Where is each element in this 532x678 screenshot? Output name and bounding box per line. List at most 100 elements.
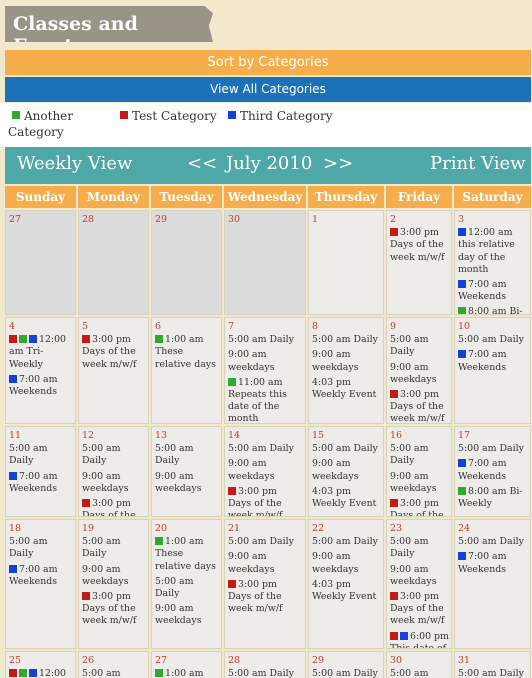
day-cell[interactable]: 27 — [5, 210, 76, 315]
day-cell[interactable]: 17 5:00 am Daily 7:00 am Weekends 8:00 am B… — [454, 426, 531, 517]
event-item[interactable]: 9:00 am weekdays — [82, 564, 146, 588]
day-cell[interactable]: 20 1:00 am These relative days 5:00 am Dai… — [151, 519, 222, 649]
event-item[interactable]: 3:00 pm Days of the week m/w/f — [390, 498, 449, 516]
event-item[interactable]: 5:00 am Daily — [312, 536, 381, 548]
legend-item-another-category[interactable]: Another — [12, 109, 73, 123]
print-view-link[interactable]: Print View — [430, 153, 526, 174]
day-number[interactable]: 29 — [155, 214, 168, 225]
event-item[interactable]: 7:00 am Weekends — [9, 564, 73, 588]
event-item[interactable]: 6:00 pm This date of the year — [390, 631, 449, 648]
day-number[interactable]: 13 — [155, 430, 168, 441]
event-item[interactable]: 5:00 am Daily — [312, 668, 381, 678]
day-number[interactable]: 22 — [312, 523, 325, 534]
event-item[interactable]: 9:00 am weekdays — [228, 349, 303, 373]
day-number[interactable]: 15 — [312, 430, 325, 441]
event-item[interactable]: 5:00 am Daily — [228, 536, 303, 548]
event-item[interactable]: 3:00 pm Days of the week m/w/f — [390, 591, 449, 628]
event-item[interactable]: 5:00 am Daily — [390, 668, 449, 678]
event-item[interactable]: 1:00 am These relative days — [155, 334, 219, 371]
event-item[interactable]: 5:00 am Daily — [390, 334, 449, 358]
event-item[interactable]: 7:00 am Weekends — [458, 458, 528, 482]
event-item[interactable]: 5:00 am Daily — [458, 443, 528, 455]
event-item[interactable]: 9:00 am weekdays — [312, 349, 381, 373]
day-number[interactable]: 8 — [312, 321, 319, 332]
day-number[interactable]: 12 — [82, 430, 95, 441]
day-number[interactable]: 28 — [228, 655, 241, 666]
day-number[interactable]: 30 — [390, 655, 403, 666]
day-cell[interactable]: 2 3:00 pm Days of the week m/w/f — [386, 210, 452, 315]
day-cell[interactable]: 21 5:00 am Daily 9:00 am weekdays 3:00 pm D… — [224, 519, 306, 649]
sort-by-categories-button[interactable]: Sort by Categories — [5, 50, 531, 75]
day-cell[interactable]: 13 5:00 am Daily 9:00 am weekdays — [151, 426, 222, 517]
day-cell[interactable]: 6 1:00 am These relative days — [151, 317, 222, 424]
event-item[interactable]: 11:00 am Repeats this date of the month — [228, 377, 303, 423]
event-item[interactable]: 7:00 am Weekends — [458, 349, 528, 373]
day-cell[interactable]: 31 5:00 am Daily — [454, 651, 531, 678]
day-cell[interactable]: 27 1:00 am These — [151, 651, 222, 678]
day-cell[interactable]: 15 5:00 am Daily 9:00 am weekdays 4:03 pm W… — [308, 426, 384, 517]
day-cell[interactable]: 3 12:00 am this relative day of the month… — [454, 210, 531, 315]
day-number[interactable]: 29 — [312, 655, 325, 666]
event-item[interactable]: 7:00 am Weekends — [458, 279, 528, 303]
day-number[interactable]: 18 — [9, 523, 22, 534]
event-item[interactable]: 9:00 am weekdays — [82, 471, 146, 495]
event-item[interactable]: 7:00 am Weekends — [9, 374, 73, 398]
day-cell[interactable]: 28 5:00 am Daily — [224, 651, 306, 678]
day-cell[interactable]: 14 5:00 am Daily 9:00 am weekdays 3:00 pm D… — [224, 426, 306, 517]
event-item[interactable]: 5:00 am Daily — [228, 443, 303, 455]
event-item[interactable]: 3:00 pm Days of the week m/w/f — [390, 389, 449, 423]
event-item[interactable]: 7:00 am Weekends — [458, 551, 528, 575]
day-number[interactable]: 17 — [458, 430, 471, 441]
day-cell[interactable]: 29 5:00 am Daily — [308, 651, 384, 678]
day-cell[interactable]: 9 5:00 am Daily 9:00 am weekdays 3:00 pm Da… — [386, 317, 452, 424]
event-item[interactable]: 9:00 am weekdays — [390, 564, 449, 588]
day-cell[interactable]: 7 5:00 am Daily 9:00 am weekdays 11:00 am R… — [224, 317, 306, 424]
day-number[interactable]: 5 — [82, 321, 89, 332]
event-item[interactable]: 12:00 — [9, 668, 73, 678]
day-cell[interactable]: 5 3:00 pm Days of the week m/w/f — [78, 317, 149, 424]
event-item[interactable]: 5:00 am Daily — [155, 576, 219, 600]
day-cell[interactable]: 10 5:00 am Daily 7:00 am Weekends — [454, 317, 531, 424]
event-item[interactable]: 3:00 pm Days of the week m/w/f — [228, 579, 303, 616]
event-item[interactable]: 5:00 am Daily — [458, 334, 528, 346]
day-cell[interactable]: 8 5:00 am Daily 9:00 am weekdays 4:03 pm We… — [308, 317, 384, 424]
legend-item-third-category[interactable]: Third Category — [228, 109, 332, 123]
event-item[interactable]: 12:00 am this relative day of the month — [458, 227, 528, 276]
day-number[interactable]: 9 — [390, 321, 397, 332]
event-item[interactable]: 9:00 am weekdays — [155, 603, 219, 627]
event-item[interactable]: 9:00 am weekdays — [312, 458, 381, 482]
event-item[interactable]: 5:00 am Daily — [390, 443, 449, 467]
event-item[interactable]: 8:00 am Bi-Weekly — [458, 306, 528, 314]
day-cell[interactable]: 29 — [151, 210, 222, 315]
day-cell[interactable]: 18 5:00 am Daily 7:00 am Weekends — [5, 519, 76, 649]
day-number[interactable]: 21 — [228, 523, 241, 534]
event-item[interactable]: 5:00 am Daily — [82, 536, 146, 560]
event-item[interactable]: 1:00 am These — [155, 668, 219, 678]
day-number[interactable]: 27 — [155, 655, 168, 666]
day-cell[interactable]: 19 5:00 am Daily 9:00 am weekdays 3:00 pm D… — [78, 519, 149, 649]
day-number[interactable]: 20 — [155, 523, 168, 534]
day-cell[interactable]: 26 5:00 am Daily — [78, 651, 149, 678]
day-number[interactable]: 28 — [82, 214, 95, 225]
event-item[interactable]: 9:00 am weekdays — [155, 471, 219, 495]
day-number[interactable]: 6 — [155, 321, 162, 332]
event-item[interactable]: 9:00 am weekdays — [228, 458, 303, 482]
day-cell[interactable]: 12 5:00 am Daily 9:00 am weekdays 3:00 pm D… — [78, 426, 149, 517]
event-item[interactable]: 5:00 am Daily — [9, 443, 73, 467]
day-cell[interactable]: 1 — [308, 210, 384, 315]
day-number[interactable]: 10 — [458, 321, 471, 332]
event-item[interactable]: 4:03 pm Weekly Event — [312, 486, 381, 510]
day-number[interactable]: 1 — [312, 214, 319, 225]
day-number[interactable]: 24 — [458, 523, 471, 534]
event-item[interactable]: 4:03 pm Weekly Event — [312, 377, 381, 401]
day-cell[interactable]: 25 12:00 — [5, 651, 76, 678]
day-cell[interactable]: 4 12:00 am Tri-Weekly 7:00 am Weekends — [5, 317, 76, 424]
weekly-view-link[interactable]: Weekly View — [17, 153, 133, 174]
event-item[interactable]: 5:00 am Daily — [82, 668, 146, 678]
event-item[interactable]: 8:00 am Bi-Weekly — [458, 486, 528, 510]
event-item[interactable]: 1:00 am These relative days — [155, 536, 219, 573]
day-number[interactable]: 23 — [390, 523, 403, 534]
day-cell[interactable]: 16 5:00 am Daily 9:00 am weekdays 3:00 pm D… — [386, 426, 452, 517]
day-number[interactable]: 2 — [390, 214, 397, 225]
event-item[interactable]: 5:00 am Daily — [312, 334, 381, 346]
